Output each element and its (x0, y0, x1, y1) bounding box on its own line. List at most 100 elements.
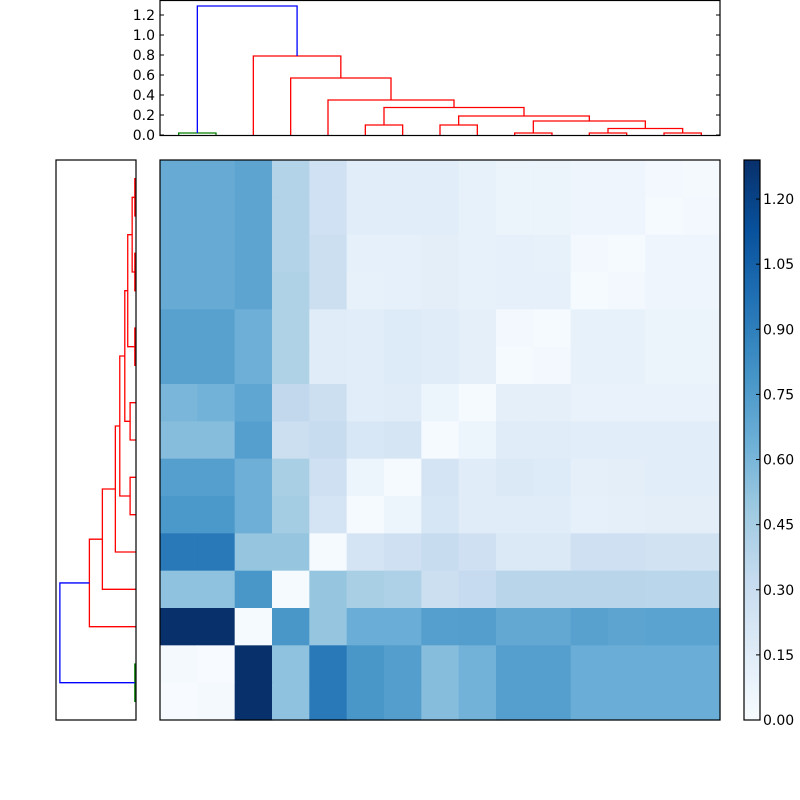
heatmap-cell (234, 346, 273, 385)
heatmap-cell (197, 570, 236, 609)
heatmap-cell (682, 160, 721, 198)
heatmap-cell (346, 160, 385, 198)
heatmap-cell (645, 458, 684, 497)
heatmap-cell (458, 160, 497, 198)
heatmap-cell (682, 496, 721, 534)
heatmap-cell (682, 421, 721, 460)
heatmap-cell (234, 234, 273, 273)
heatmap-cell (645, 421, 684, 460)
heatmap-cell (197, 421, 236, 460)
heatmap-cell (682, 570, 721, 609)
heatmap-cell (496, 346, 534, 385)
heatmap-cell (608, 197, 646, 236)
colorbar-tick-label: 1.05 (763, 257, 794, 273)
heatmap-cell (384, 346, 422, 385)
heatmap-cell (533, 309, 572, 348)
heatmap-cell (160, 533, 198, 572)
heatmap-cell (160, 234, 198, 273)
heatmap-cell (496, 197, 534, 236)
heatmap-cell (197, 309, 236, 348)
heatmap-cell (496, 272, 534, 310)
heatmap-cell (608, 458, 646, 497)
heatmap-cell (458, 458, 497, 497)
colorbar-tick-label: 0.60 (763, 453, 794, 469)
heatmap-cell (645, 272, 684, 310)
heatmap-cell (197, 608, 236, 646)
colorbar-tick-label: 0.45 (763, 518, 794, 534)
heatmap-cell (682, 272, 721, 310)
heatmap-cell (682, 384, 721, 422)
heatmap-cell (272, 533, 310, 572)
heatmap-cell (496, 608, 534, 646)
heatmap-cell (496, 533, 534, 572)
heatmap-cell (421, 309, 460, 348)
heatmap-cell (458, 384, 497, 422)
heatmap-cell (608, 272, 646, 310)
heatmap-cell (309, 272, 348, 310)
heatmap-cell (458, 645, 497, 684)
dendrogram-y-tick-label: 0.6 (133, 68, 155, 84)
left-dendrogram (55, 159, 137, 721)
heatmap-cell (682, 682, 721, 721)
heatmap-cell (309, 496, 348, 534)
heatmap-cell (346, 197, 385, 236)
heatmap-cell (645, 197, 684, 236)
heatmap-cell (533, 458, 572, 497)
heatmap-cell (384, 197, 422, 236)
heatmap-cell (346, 421, 385, 460)
heatmap-cell (608, 608, 646, 646)
heatmap-cell (458, 533, 497, 572)
heatmap-cell (645, 384, 684, 422)
heatmap-cell (234, 496, 273, 534)
left-dendrogram-frame (55, 159, 137, 721)
heatmap-cell (458, 421, 497, 460)
heatmap-cell (682, 645, 721, 684)
heatmap-cell (346, 570, 385, 609)
heatmap-cell (421, 421, 460, 460)
heatmap-cell (645, 309, 684, 348)
heatmap-cell (234, 309, 273, 348)
heatmap-cell (608, 682, 646, 721)
heatmap-cell (346, 458, 385, 497)
heatmap-cell (160, 197, 198, 236)
heatmap-cell (309, 608, 348, 646)
heatmap-cell (197, 384, 236, 422)
heatmap-cell (234, 570, 273, 609)
heatmap-cell (272, 234, 310, 273)
heatmap-cell (309, 533, 348, 572)
heatmap-cell (197, 682, 236, 721)
heatmap-cell (608, 160, 646, 198)
heatmap-cell (234, 645, 273, 684)
heatmap-cell (570, 645, 609, 684)
heatmap-cell (272, 309, 310, 348)
heatmap-cell (533, 272, 572, 310)
heatmap-cell (384, 458, 422, 497)
top-dendrogram: 0.0 0.2 0.4 0.6 0.8 1.0 1.2 (133, 0, 721, 144)
heatmap-cell (272, 608, 310, 646)
heatmap-cell (458, 682, 497, 721)
heatmap-cell (421, 384, 460, 422)
heatmap-cell (346, 272, 385, 310)
heatmap-cell (645, 160, 684, 198)
colorbar-tick-label: 0.90 (763, 322, 794, 338)
top-dendrogram-links (178, 5, 702, 135)
heatmap-cell (570, 533, 609, 572)
heatmap-cell (421, 645, 460, 684)
heatmap-cell (421, 570, 460, 609)
heatmap-cell (458, 197, 497, 236)
heatmap-cell (346, 645, 385, 684)
heatmap-cell (533, 421, 572, 460)
heatmap-cell (533, 608, 572, 646)
heatmap-cell (570, 458, 609, 497)
heatmap-cell (384, 645, 422, 684)
heatmap-cell (458, 570, 497, 609)
heatmap-cell (346, 682, 385, 721)
colorbar-tick-label: 0.75 (763, 387, 794, 403)
heatmap-cell (533, 645, 572, 684)
dendrogram-y-tick-label: 0.0 (133, 128, 155, 144)
heatmap-cell (309, 682, 348, 721)
heatmap-cell (234, 533, 273, 572)
heatmap-cell (272, 160, 310, 198)
heatmap-cell (197, 197, 236, 236)
